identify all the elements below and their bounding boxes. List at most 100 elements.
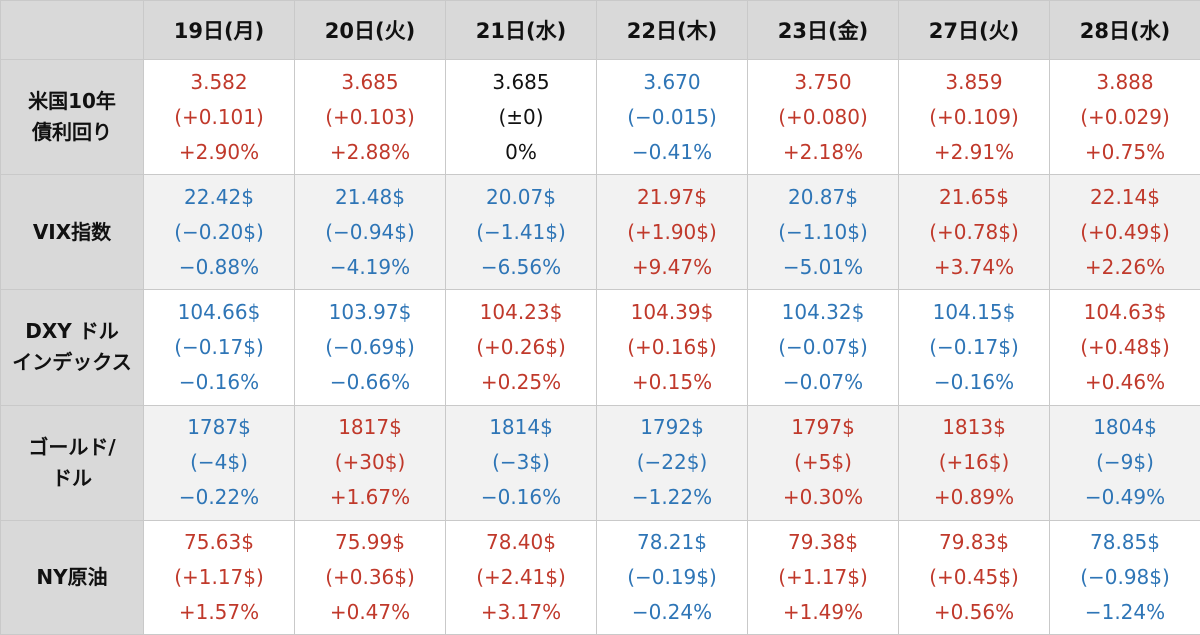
cell-pct: +0.75%	[1084, 139, 1166, 164]
data-cell: 1787$ (−4$) −0.22%	[143, 404, 295, 521]
data-cell: 79.38$ (+1.17$) +1.49%	[747, 519, 899, 635]
data-cell: 21.48$ (−0.94$) −4.19%	[294, 174, 446, 291]
cell-change: (−1.10$)	[778, 219, 868, 244]
data-cell: 104.32$ (−0.07$) −0.07%	[747, 289, 899, 406]
cell-change: (+0.101)	[174, 104, 264, 129]
cell-pct: 0%	[505, 139, 537, 164]
cell-value: 21.65$	[939, 184, 1009, 209]
cell-pct: −0.88%	[178, 254, 260, 279]
cell-change: (+0.78$)	[929, 219, 1019, 244]
cell-value: 3.685	[341, 69, 399, 94]
cell-value: 1797$	[791, 415, 855, 440]
cell-value: 104.63$	[1083, 299, 1167, 324]
day-header: 20日(火)	[294, 0, 446, 60]
cell-change: (+0.029)	[1080, 104, 1170, 129]
cell-value: 75.63$	[184, 529, 254, 554]
cell-pct: +0.56%	[933, 599, 1015, 624]
cell-value: 78.21$	[637, 529, 707, 554]
cell-change: (+1.17$)	[174, 564, 264, 589]
row-label: VIX指数	[0, 174, 144, 291]
cell-value: 104.39$	[630, 299, 714, 324]
cell-value: 1792$	[640, 415, 704, 440]
cell-value: 104.23$	[479, 299, 563, 324]
cell-change: (+30$)	[334, 450, 406, 475]
table-row: DXY ドル インデックス 104.66$ (−0.17$) −0.16% 103.97$…	[0, 289, 1200, 406]
data-cell: 3.670 (−0.015) −0.41%	[596, 58, 748, 176]
cell-value: 3.859	[945, 69, 1003, 94]
day-header: 27日(火)	[898, 0, 1050, 60]
data-cell: 78.85$ (−0.98$) −1.24%	[1049, 519, 1200, 635]
data-cell: 104.63$ (+0.48$) +0.46%	[1049, 289, 1200, 406]
row-label-line: 債利回り	[32, 120, 112, 145]
cell-change: (+0.45$)	[929, 564, 1019, 589]
cell-pct: +0.25%	[480, 369, 562, 394]
data-cell: 3.859 (+0.109) +2.91%	[898, 58, 1050, 176]
day-header: 19日(月)	[143, 0, 295, 60]
cell-change: (−0.94$)	[325, 219, 415, 244]
data-cell: 22.42$ (−0.20$) −0.88%	[143, 174, 295, 291]
cell-change: (+0.109)	[929, 104, 1019, 129]
table-row: 米国10年 債利回り 3.582 (+0.101) +2.90% 3.685 (+0.103…	[0, 58, 1200, 176]
data-cell: 104.23$ (+0.26$) +0.25%	[445, 289, 597, 406]
cell-value: 1814$	[489, 415, 553, 440]
cell-pct: +0.46%	[1084, 369, 1166, 394]
cell-value: 78.40$	[486, 529, 556, 554]
cell-change: (−0.69$)	[325, 334, 415, 359]
table-row: ゴールド/ドル 1787$ (−4$) −0.22% 1817$ (+30$) +1.67%…	[0, 404, 1200, 521]
cell-value: 75.99$	[335, 529, 405, 554]
cell-change: (−22$)	[636, 450, 708, 475]
cell-change: (+0.16$)	[627, 334, 717, 359]
cell-pct: −6.56%	[480, 254, 562, 279]
row-label-line: ドル	[52, 465, 92, 490]
cell-change: (+16$)	[938, 450, 1010, 475]
cell-pct: +0.15%	[631, 369, 713, 394]
data-cell: 103.97$ (−0.69$) −0.66%	[294, 289, 446, 406]
data-cell: 1817$ (+30$) +1.67%	[294, 404, 446, 521]
cell-value: 3.685	[492, 69, 550, 94]
data-cell: 3.888 (+0.029) +0.75%	[1049, 58, 1200, 176]
cell-change: (+0.49$)	[1080, 219, 1170, 244]
row-label-line: DXY ドル	[25, 319, 119, 344]
cell-pct: −0.07%	[782, 369, 864, 394]
cell-pct: −1.22%	[631, 485, 713, 510]
corner-cell	[0, 0, 144, 60]
cell-change: (+5$)	[794, 450, 852, 475]
cell-pct: +0.30%	[782, 485, 864, 510]
cell-value: 104.32$	[781, 299, 865, 324]
data-cell: 3.750 (+0.080) +2.18%	[747, 58, 899, 176]
cell-value: 79.83$	[939, 529, 1009, 554]
cell-value: 3.582	[190, 69, 248, 94]
cell-value: 22.14$	[1090, 184, 1160, 209]
cell-value: 78.85$	[1090, 529, 1160, 554]
data-cell: 78.21$ (−0.19$) −0.24%	[596, 519, 748, 635]
data-cell: 104.15$ (−0.17$) −0.16%	[898, 289, 1050, 406]
cell-change: (+0.103)	[325, 104, 415, 129]
day-header: 21日(水)	[445, 0, 597, 60]
cell-change: (−0.17$)	[174, 334, 264, 359]
cell-value: 104.15$	[932, 299, 1016, 324]
header-row: 19日(月) 20日(火) 21日(水) 22日(木) 23日(金) 27日(火…	[0, 0, 1200, 60]
cell-pct: +1.57%	[178, 599, 260, 624]
cell-pct: −0.49%	[1084, 485, 1166, 510]
cell-change: (±0)	[498, 104, 544, 129]
cell-change: (−0.015)	[627, 104, 717, 129]
cell-pct: −0.22%	[178, 485, 260, 510]
data-cell: 3.685 (±0) 0%	[445, 58, 597, 176]
table-row: NY原油 75.63$ (+1.17$) +1.57% 75.99$ (+0.36$) +0…	[0, 519, 1200, 635]
cell-value: 20.87$	[788, 184, 858, 209]
cell-value: 1804$	[1093, 415, 1157, 440]
cell-change: (+1.17$)	[778, 564, 868, 589]
cell-change: (−0.07$)	[778, 334, 868, 359]
data-cell: 104.66$ (−0.17$) −0.16%	[143, 289, 295, 406]
cell-change: (−9$)	[1096, 450, 1154, 475]
cell-value: 21.48$	[335, 184, 405, 209]
cell-value: 104.66$	[177, 299, 261, 324]
row-label: ゴールド/ドル	[0, 404, 144, 521]
cell-pct: −0.66%	[329, 369, 411, 394]
data-cell: 1804$ (−9$) −0.49%	[1049, 404, 1200, 521]
cell-change: (+0.080)	[778, 104, 868, 129]
cell-pct: −0.16%	[933, 369, 1015, 394]
cell-value: 103.97$	[328, 299, 412, 324]
row-label-line: インデックス	[12, 350, 132, 375]
